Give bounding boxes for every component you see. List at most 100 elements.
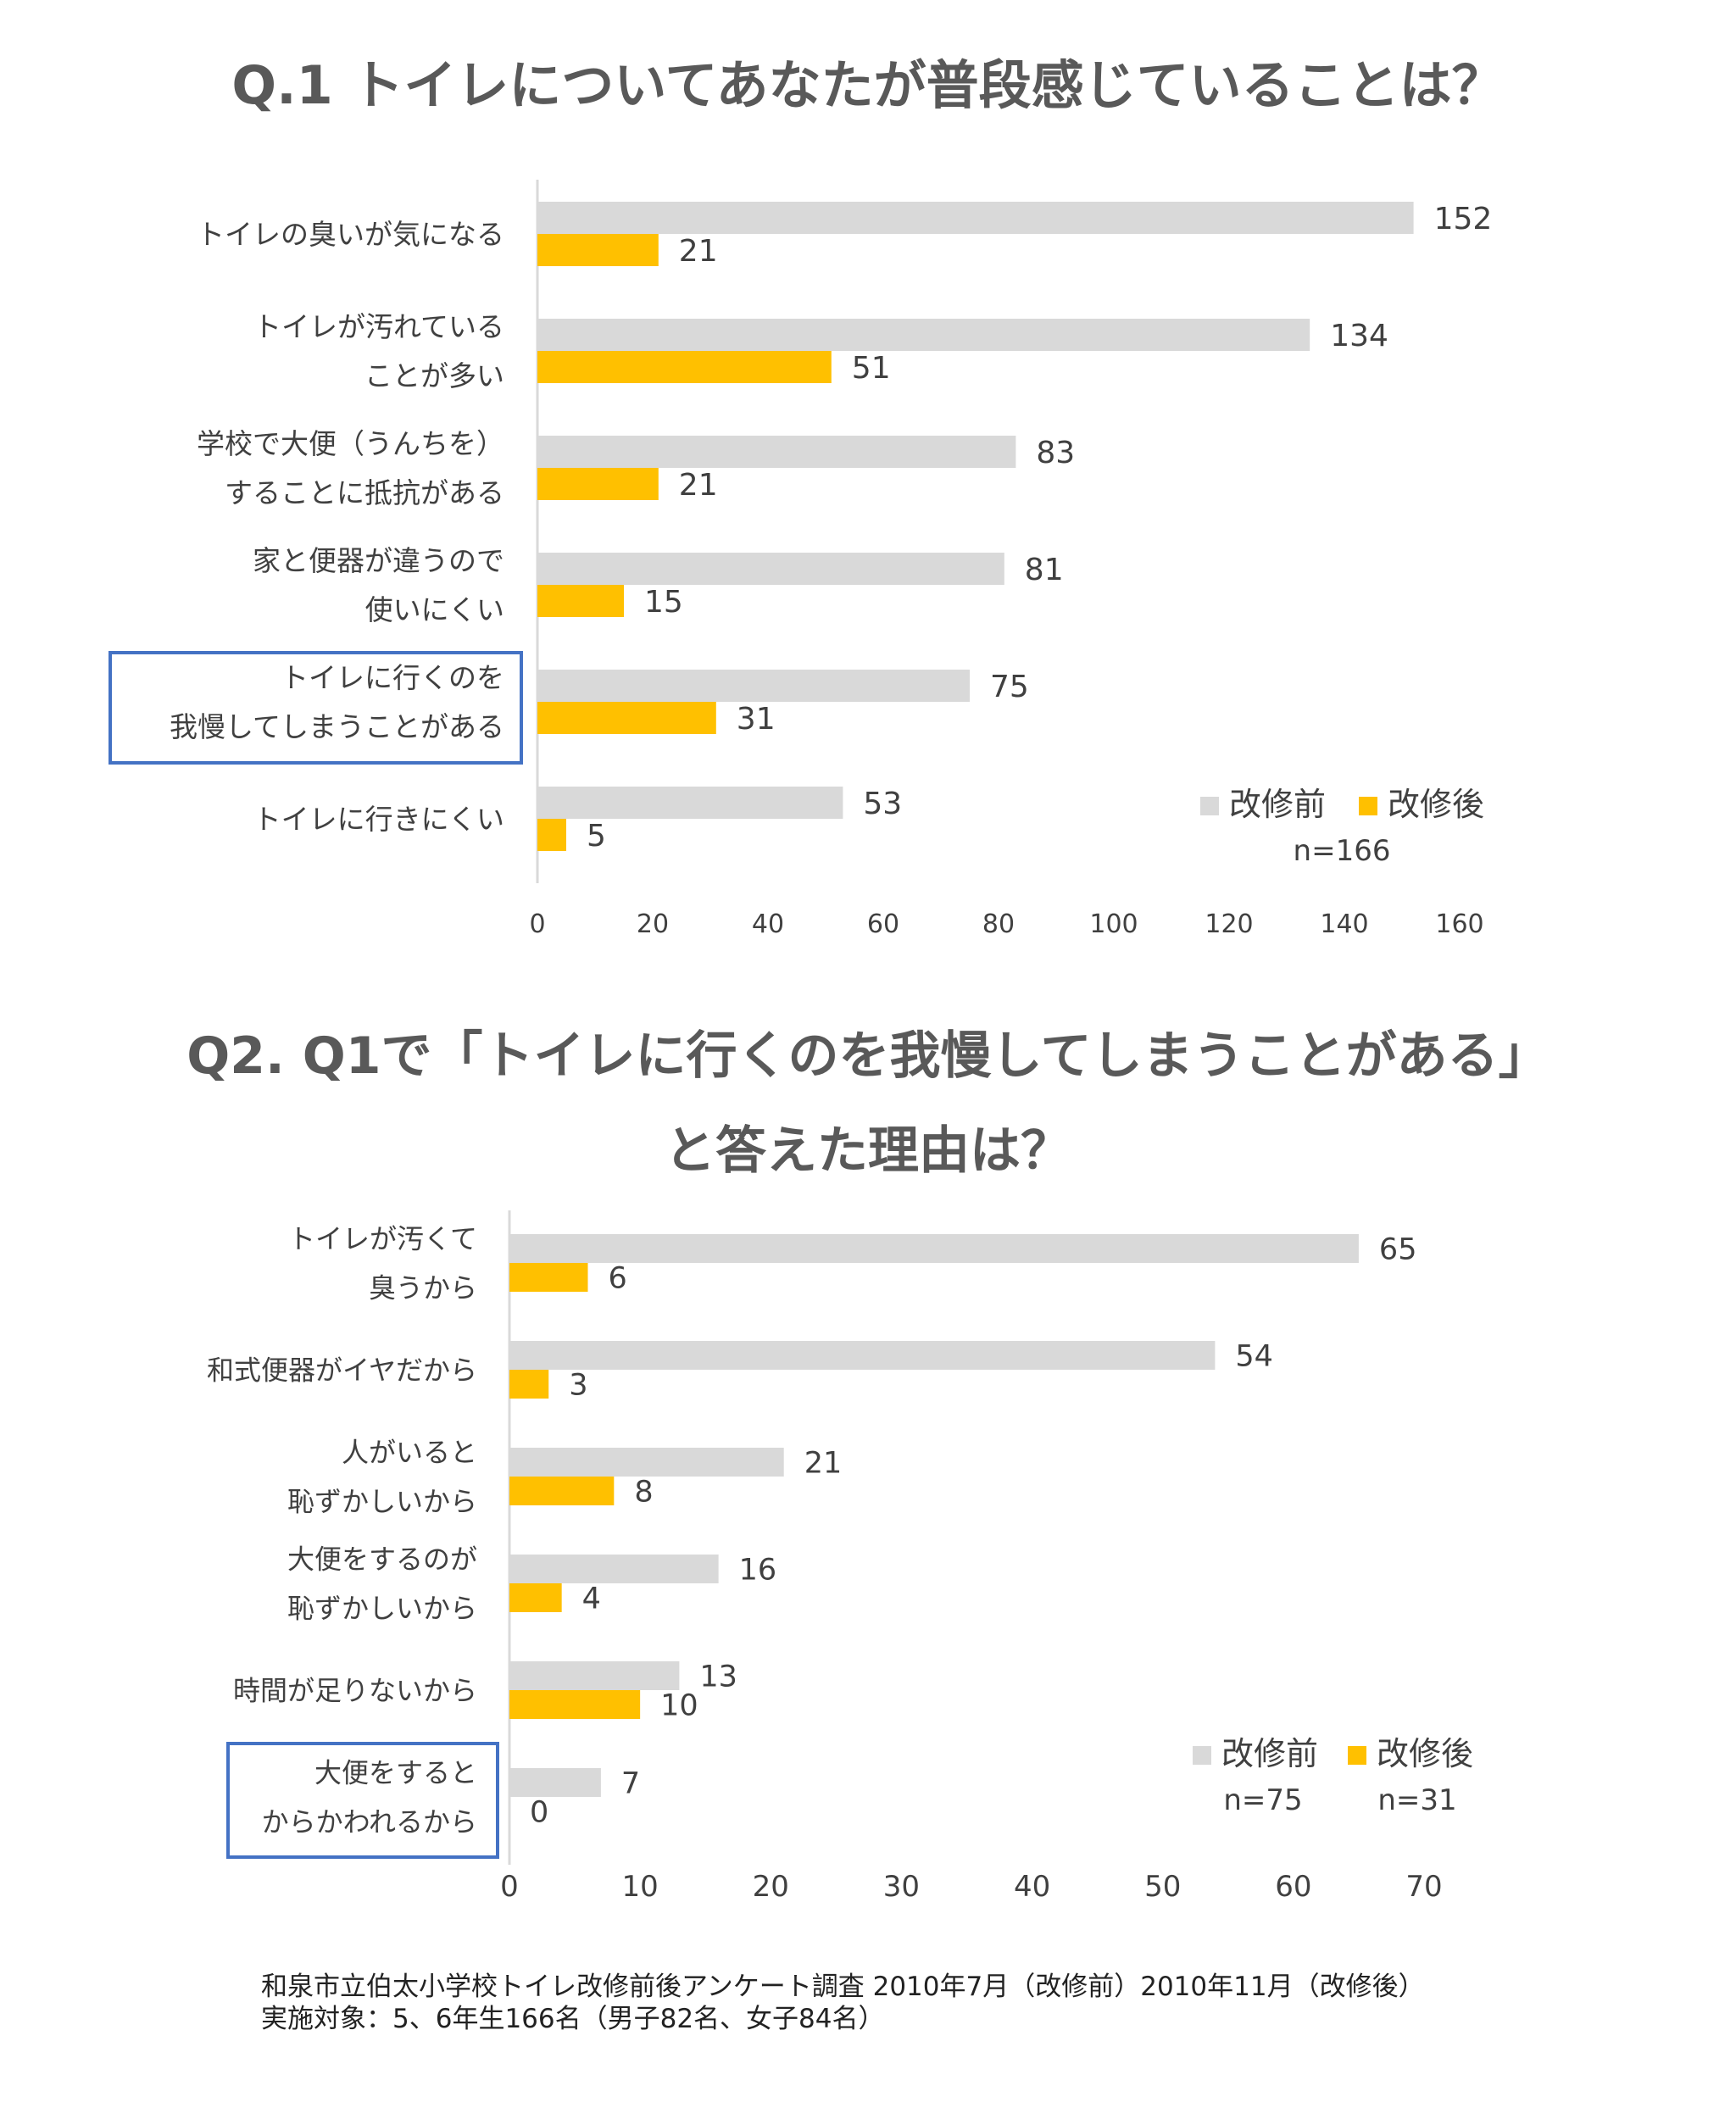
category-label: 使いにくい bbox=[365, 593, 504, 626]
category-label: 我慢してしまうことがある bbox=[170, 710, 504, 743]
value-label-after: 15 bbox=[644, 585, 683, 620]
x-tick-label: 40 bbox=[752, 909, 784, 939]
x-tick-label: 50 bbox=[1144, 1870, 1181, 1904]
bar-after bbox=[509, 1477, 615, 1505]
source-footer: 和泉市立伯太小学校トイレ改修前後アンケート調査 2010年7月（改修前）2010… bbox=[261, 1971, 1425, 2035]
bar-after bbox=[537, 585, 624, 617]
x-tick-label: 10 bbox=[622, 1870, 659, 1904]
bar-before bbox=[509, 1448, 784, 1477]
subject-line: 実施対象：5、6年生166名（男子82名、女子84名） bbox=[261, 2004, 885, 2034]
legend-swatch-before bbox=[1200, 797, 1219, 815]
x-tick-label: 140 bbox=[1320, 909, 1368, 939]
bar-after bbox=[509, 1370, 549, 1399]
x-tick-label: 80 bbox=[982, 909, 1015, 939]
value-label-before: 65 bbox=[1379, 1233, 1417, 1267]
x-tick-label: 0 bbox=[529, 909, 545, 939]
legend-note: n=31 bbox=[1377, 1783, 1456, 1817]
bar-after bbox=[537, 819, 566, 851]
category-label: 恥ずかしいから bbox=[287, 1486, 477, 1518]
bar-before bbox=[537, 553, 1004, 585]
bar-after bbox=[537, 234, 659, 266]
value-label-after: 10 bbox=[660, 1689, 698, 1723]
bar-before bbox=[537, 436, 1016, 468]
category-label: 臭うから bbox=[369, 1272, 477, 1304]
legend-swatch-after bbox=[1348, 1746, 1366, 1765]
chart1-title: Q.1 トイレについてあなたが普段感じていることは？ bbox=[231, 54, 1505, 116]
bar-before bbox=[509, 1661, 680, 1690]
category-label: トイレの臭いが気になる bbox=[197, 218, 504, 251]
category-label: トイレが汚くて bbox=[288, 1223, 477, 1255]
bar-before bbox=[509, 1555, 719, 1583]
category-label: 学校で大便（うんちを） bbox=[197, 427, 504, 460]
category-label: からかわれるから bbox=[262, 1806, 477, 1838]
legend-label-after: 改修後 bbox=[1377, 1735, 1473, 1772]
value-label-before: 83 bbox=[1036, 436, 1075, 470]
category-label: 時間が足りないから bbox=[233, 1675, 477, 1707]
chart2-title: Q2. Q1で「トイレに行くのを我慢してしまうことがある」 と答えた理由は？ bbox=[0, 1009, 1736, 1199]
bar-before bbox=[537, 319, 1310, 351]
bar-before bbox=[537, 202, 1414, 234]
bar-after bbox=[509, 1583, 562, 1612]
category-label: することに抵抗がある bbox=[225, 476, 504, 509]
value-label-before: 13 bbox=[699, 1660, 737, 1694]
x-tick-label: 60 bbox=[867, 909, 899, 939]
legend-swatch-before bbox=[1193, 1746, 1211, 1765]
bar-after bbox=[537, 468, 659, 500]
category-label: ことが多い bbox=[364, 359, 504, 392]
x-tick-label: 20 bbox=[637, 909, 669, 939]
value-label-after: 6 bbox=[608, 1262, 626, 1296]
value-label-after: 5 bbox=[587, 819, 606, 854]
value-label-after: 21 bbox=[679, 468, 718, 503]
value-label-before: 75 bbox=[990, 670, 1029, 704]
value-label-after: 3 bbox=[569, 1369, 587, 1403]
highlight-box bbox=[226, 1742, 499, 1859]
bar-before bbox=[509, 1341, 1216, 1370]
bar-after bbox=[537, 702, 716, 734]
x-tick-label: 160 bbox=[1435, 909, 1483, 939]
category-label: 大便をするのが bbox=[287, 1543, 477, 1576]
x-tick-label: 0 bbox=[500, 1870, 519, 1904]
category-label: トイレが汚れている bbox=[253, 310, 504, 343]
value-label-before: 134 bbox=[1330, 319, 1388, 353]
legend-label-before: 改修前 bbox=[1221, 1735, 1318, 1772]
x-tick-label: 40 bbox=[1014, 1870, 1050, 1904]
value-label-after: 8 bbox=[634, 1476, 653, 1510]
value-label-before: 53 bbox=[863, 787, 902, 821]
legend-label-after: 改修後 bbox=[1388, 786, 1484, 823]
bar-after bbox=[509, 1263, 588, 1292]
value-label-after: 0 bbox=[530, 1796, 548, 1830]
chart2-title-line2: と答えた理由は？ bbox=[665, 1121, 1071, 1181]
value-label-before: 7 bbox=[621, 1767, 640, 1801]
value-label-before: 81 bbox=[1025, 553, 1064, 587]
highlight-box bbox=[108, 651, 523, 765]
source-line: 和泉市立伯太小学校トイレ改修前後アンケート調査 2010年7月（改修前）2010… bbox=[261, 1972, 1425, 2002]
category-label: トイレに行きにくい bbox=[253, 803, 504, 836]
legend-note: n=166 bbox=[1294, 834, 1391, 868]
value-label-after: 4 bbox=[582, 1582, 601, 1616]
x-tick-label: 120 bbox=[1205, 909, 1253, 939]
x-tick-label: 30 bbox=[883, 1870, 920, 1904]
x-tick-label: 100 bbox=[1089, 909, 1138, 939]
x-tick-label: 70 bbox=[1405, 1870, 1442, 1904]
bar-before bbox=[509, 1768, 601, 1797]
legend-label-before: 改修前 bbox=[1229, 786, 1326, 823]
category-label: 人がいると bbox=[342, 1437, 477, 1469]
legend-note: n=75 bbox=[1223, 1783, 1302, 1817]
x-tick-label: 20 bbox=[753, 1870, 789, 1904]
value-label-after: 31 bbox=[737, 702, 776, 737]
category-label: トイレに行くのを bbox=[281, 661, 504, 694]
category-label: 大便をすると bbox=[314, 1757, 477, 1789]
x-tick-label: 60 bbox=[1275, 1870, 1311, 1904]
value-label-before: 21 bbox=[804, 1447, 843, 1481]
bar-after bbox=[509, 1690, 641, 1719]
legend-swatch-after bbox=[1359, 797, 1377, 815]
value-label-before: 54 bbox=[1235, 1340, 1273, 1374]
value-label-after: 21 bbox=[679, 234, 718, 269]
value-label-before: 16 bbox=[739, 1554, 777, 1588]
value-label-after: 51 bbox=[852, 351, 891, 386]
value-label-before: 152 bbox=[1434, 202, 1493, 236]
bar-before bbox=[537, 787, 843, 819]
chart2-title-line1: Q2. Q1で「トイレに行くのを我慢してしまうことがある」 bbox=[186, 1026, 1550, 1086]
